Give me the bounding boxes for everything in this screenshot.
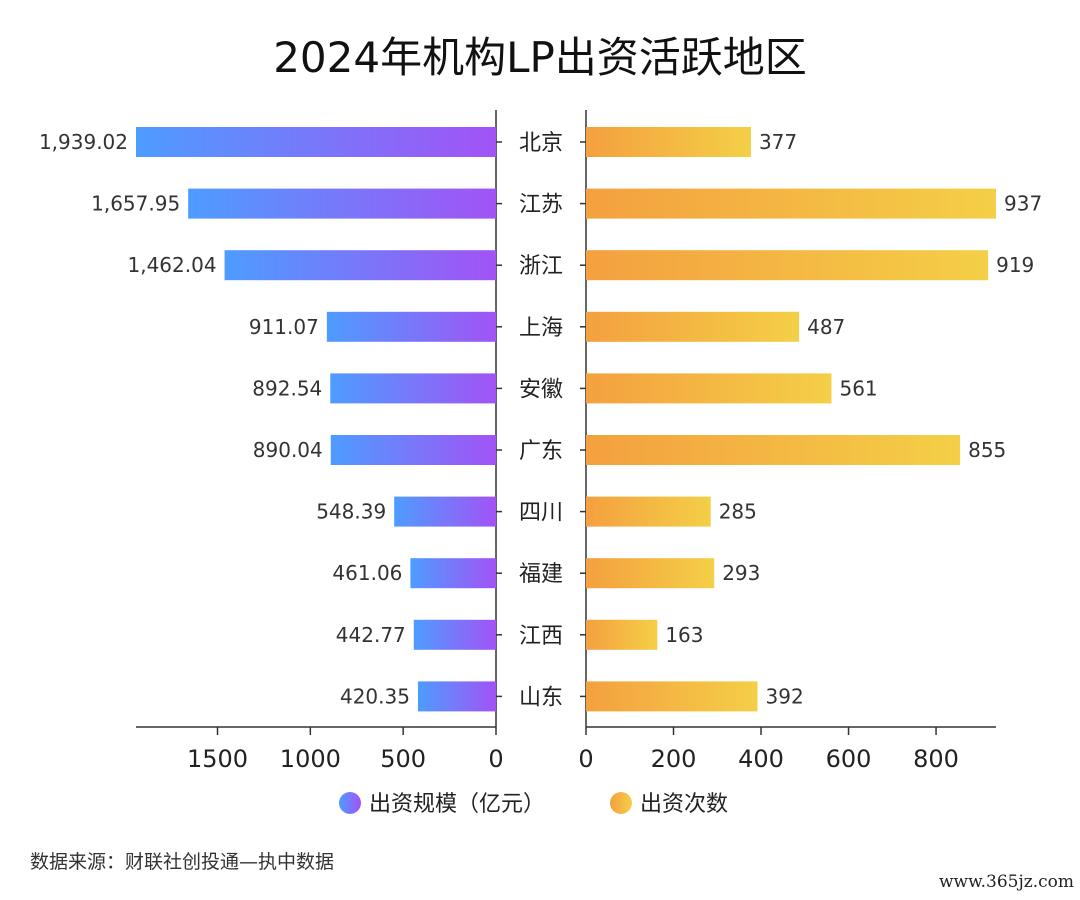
label-count: 937 xyxy=(1004,192,1042,216)
x-tick-label-left: 1000 xyxy=(280,745,341,773)
x-tick-label-right: 200 xyxy=(651,745,697,773)
bar-count xyxy=(586,496,711,527)
bar-scale xyxy=(188,188,496,219)
bar-count xyxy=(586,558,715,589)
label-scale: 1,462.04 xyxy=(127,253,216,277)
bar-scale xyxy=(330,435,496,465)
bar-count xyxy=(586,373,832,404)
label-count: 392 xyxy=(766,684,804,708)
source-note: 数据来源：财联社创投通—执中数据 xyxy=(30,851,335,873)
bar-count xyxy=(586,127,751,157)
x-tick-label-left: 0 xyxy=(488,745,503,773)
category-label: 上海 xyxy=(519,316,563,341)
bar-scale xyxy=(136,127,496,157)
bar-count xyxy=(586,681,758,712)
label-scale: 1,657.95 xyxy=(91,192,180,216)
label-count: 919 xyxy=(996,253,1034,277)
x-tick-label-right: 800 xyxy=(913,745,959,773)
category-label: 广东 xyxy=(519,439,563,464)
label-count: 293 xyxy=(722,561,760,585)
x-tick-label-right: 400 xyxy=(738,745,784,773)
label-scale: 442.77 xyxy=(336,623,406,647)
label-scale: 911.07 xyxy=(249,315,319,339)
bar-scale xyxy=(413,619,496,650)
bar-scale xyxy=(410,558,496,589)
label-count: 285 xyxy=(719,500,757,524)
category-label: 江苏 xyxy=(519,193,563,218)
label-scale: 420.35 xyxy=(340,684,410,708)
legend-label-scale: 出资规模（亿元） xyxy=(369,792,545,817)
category-label: 四川 xyxy=(519,501,563,526)
bar-scale xyxy=(417,681,496,712)
x-tick-label-left: 500 xyxy=(380,745,426,773)
label-scale: 892.54 xyxy=(252,376,322,400)
bar-scale xyxy=(394,496,496,527)
label-scale: 548.39 xyxy=(316,500,386,524)
bar-count xyxy=(586,435,961,465)
legend-marker-count xyxy=(610,792,632,814)
label-scale: 1,939.02 xyxy=(39,130,128,154)
bar-count xyxy=(586,619,658,650)
label-count: 561 xyxy=(839,376,877,400)
x-tick-label-right: 600 xyxy=(826,745,872,773)
bar-count xyxy=(586,188,996,219)
watermark: www.365jz.com xyxy=(939,872,1074,892)
category-label: 江西 xyxy=(519,624,563,649)
label-count: 487 xyxy=(807,315,845,339)
bar-scale xyxy=(330,373,496,404)
label-count: 855 xyxy=(968,438,1006,462)
category-label: 浙江 xyxy=(519,254,563,279)
legend-marker-scale xyxy=(339,792,361,814)
bar-count xyxy=(586,250,989,281)
bar-count xyxy=(586,311,800,342)
category-label: 福建 xyxy=(519,562,563,587)
x-tick-label-right: 0 xyxy=(578,745,593,773)
label-scale: 461.06 xyxy=(332,561,402,585)
label-count: 377 xyxy=(759,130,797,154)
label-count: 163 xyxy=(665,623,703,647)
bar-scale xyxy=(326,311,496,342)
bar-scale xyxy=(224,250,496,281)
category-label: 北京 xyxy=(519,131,563,156)
chart-title: 2024年机构LP出资活跃地区 xyxy=(273,33,807,82)
category-label: 山东 xyxy=(519,685,563,710)
category-label: 安徽 xyxy=(519,377,563,402)
label-scale: 890.04 xyxy=(253,438,323,462)
legend-label-count: 出资次数 xyxy=(640,792,728,817)
x-tick-label-left: 1500 xyxy=(187,745,248,773)
